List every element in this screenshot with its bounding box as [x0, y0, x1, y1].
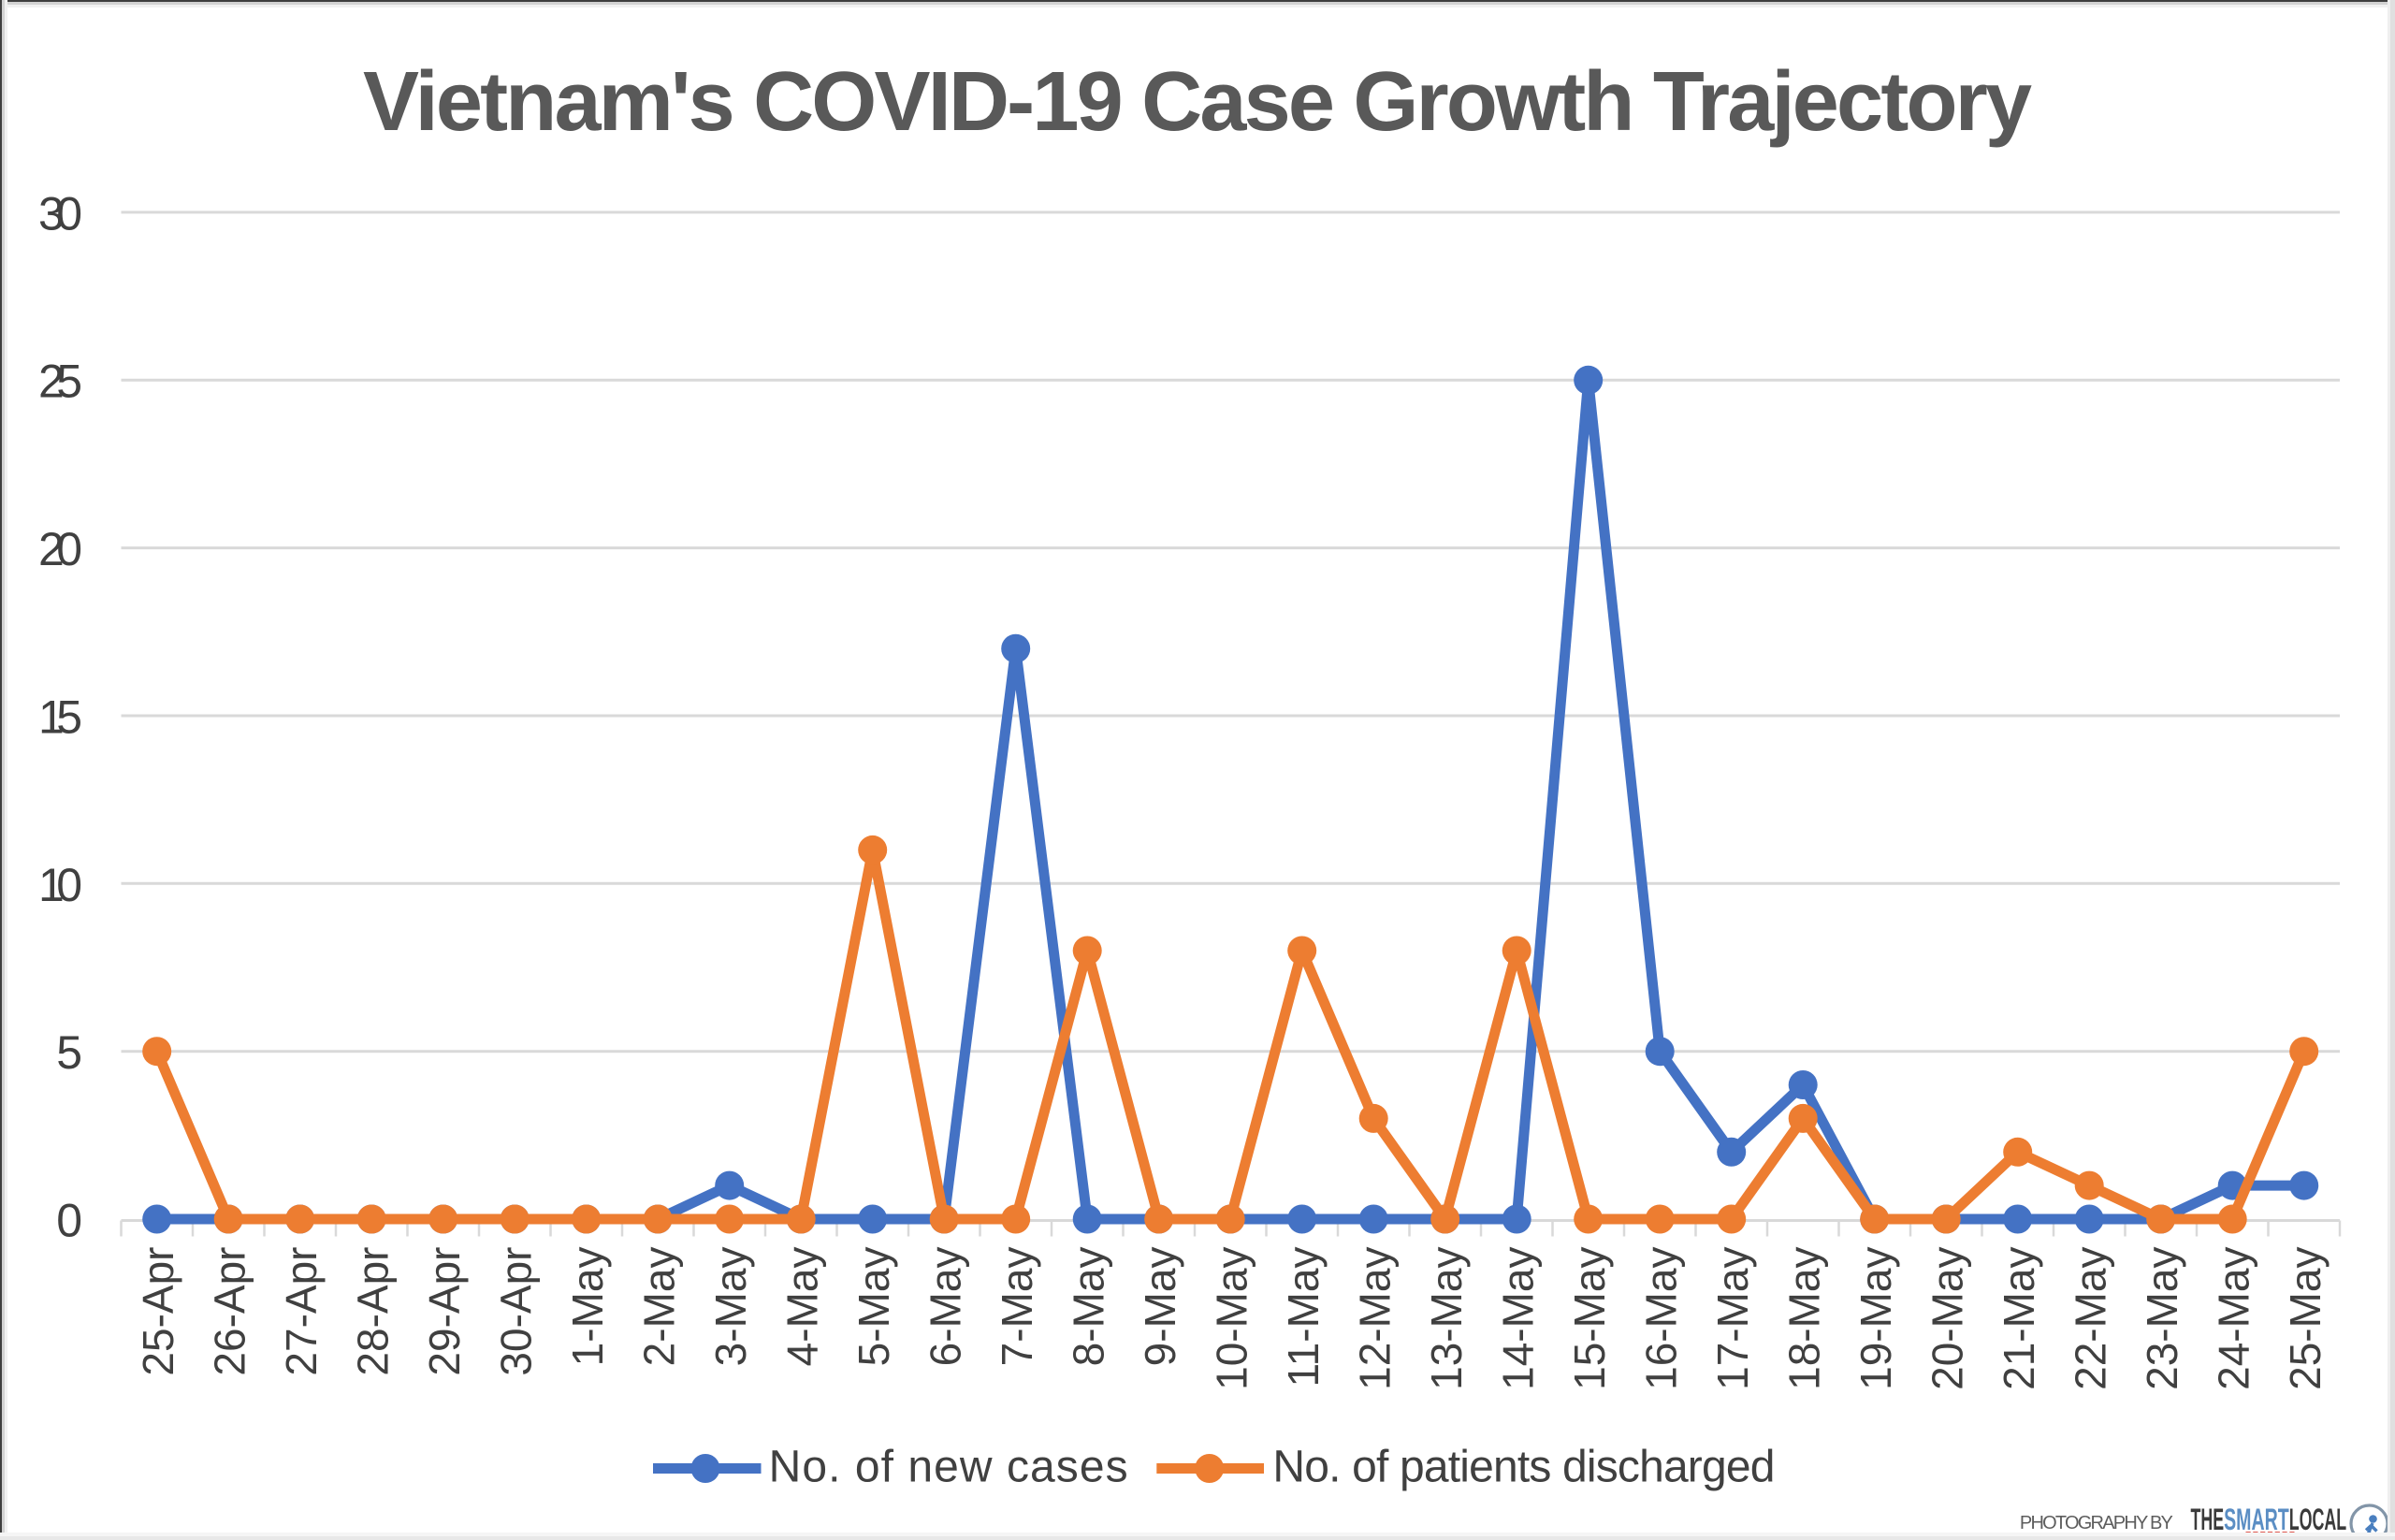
svg-text:PHOTOGRAPHY BY: PHOTOGRAPHY BY [2020, 1513, 2173, 1533]
svg-text:10: 10 [38, 859, 82, 911]
svg-text:13-May: 13-May [1422, 1247, 1471, 1390]
svg-text:20-May: 20-May [1923, 1247, 1972, 1390]
svg-text:25-May: 25-May [2281, 1247, 2330, 1390]
svg-text:15-May: 15-May [1565, 1247, 1614, 1390]
svg-text:THE: THE [2191, 1503, 2225, 1536]
svg-text:LOCAL: LOCAL [2289, 1503, 2347, 1536]
svg-text:0: 0 [56, 1195, 82, 1247]
svg-text:30-Apr: 30-Apr [492, 1247, 541, 1376]
svg-text:5: 5 [56, 1026, 82, 1079]
svg-text:27-Apr: 27-Apr [277, 1247, 326, 1376]
svg-text:10-May: 10-May [1208, 1247, 1256, 1390]
svg-text:21-May: 21-May [1995, 1247, 2043, 1390]
svg-text:12-May: 12-May [1351, 1247, 1400, 1390]
svg-text:No. of patients discharged: No. of patients discharged [1272, 1443, 1775, 1492]
svg-text:19-May: 19-May [1851, 1247, 1900, 1390]
svg-text:16-May: 16-May [1637, 1247, 1686, 1390]
svg-text:18-May: 18-May [1780, 1247, 1829, 1390]
svg-text:14-May: 14-May [1494, 1247, 1543, 1390]
svg-text:11-May: 11-May [1279, 1247, 1328, 1387]
svg-text:24-May: 24-May [2210, 1247, 2258, 1390]
svg-text:17-May: 17-May [1708, 1247, 1757, 1390]
svg-text:9-May: 9-May [1136, 1247, 1184, 1367]
svg-text:30: 30 [38, 187, 82, 240]
svg-text:SMART: SMART [2224, 1503, 2289, 1536]
svg-text:1-May: 1-May [563, 1247, 612, 1367]
svg-text:15: 15 [38, 691, 82, 744]
svg-text:5-May: 5-May [849, 1247, 898, 1367]
svg-text:28-Apr: 28-Apr [349, 1247, 398, 1376]
svg-text:20: 20 [38, 523, 82, 575]
svg-text:2-May: 2-May [635, 1247, 684, 1367]
svg-text:Vietnam's COVID-19 Case Growth: Vietnam's COVID-19 Case Growth Trajector… [363, 55, 2032, 149]
svg-text:23-May: 23-May [2138, 1247, 2186, 1390]
svg-text:6-May: 6-May [922, 1247, 970, 1367]
svg-text:26-Apr: 26-Apr [206, 1247, 254, 1376]
svg-text:No. of new cases: No. of new cases [769, 1443, 1128, 1492]
svg-text:4-May: 4-May [778, 1247, 827, 1367]
svg-text:7-May: 7-May [993, 1247, 1041, 1367]
svg-text:25: 25 [38, 356, 82, 408]
svg-text:25-Apr: 25-Apr [134, 1247, 182, 1376]
svg-text:8-May: 8-May [1065, 1247, 1113, 1367]
svg-text:22-May: 22-May [2067, 1247, 2115, 1390]
svg-text:3-May: 3-May [706, 1247, 755, 1367]
svg-text:29-Apr: 29-Apr [420, 1247, 469, 1376]
